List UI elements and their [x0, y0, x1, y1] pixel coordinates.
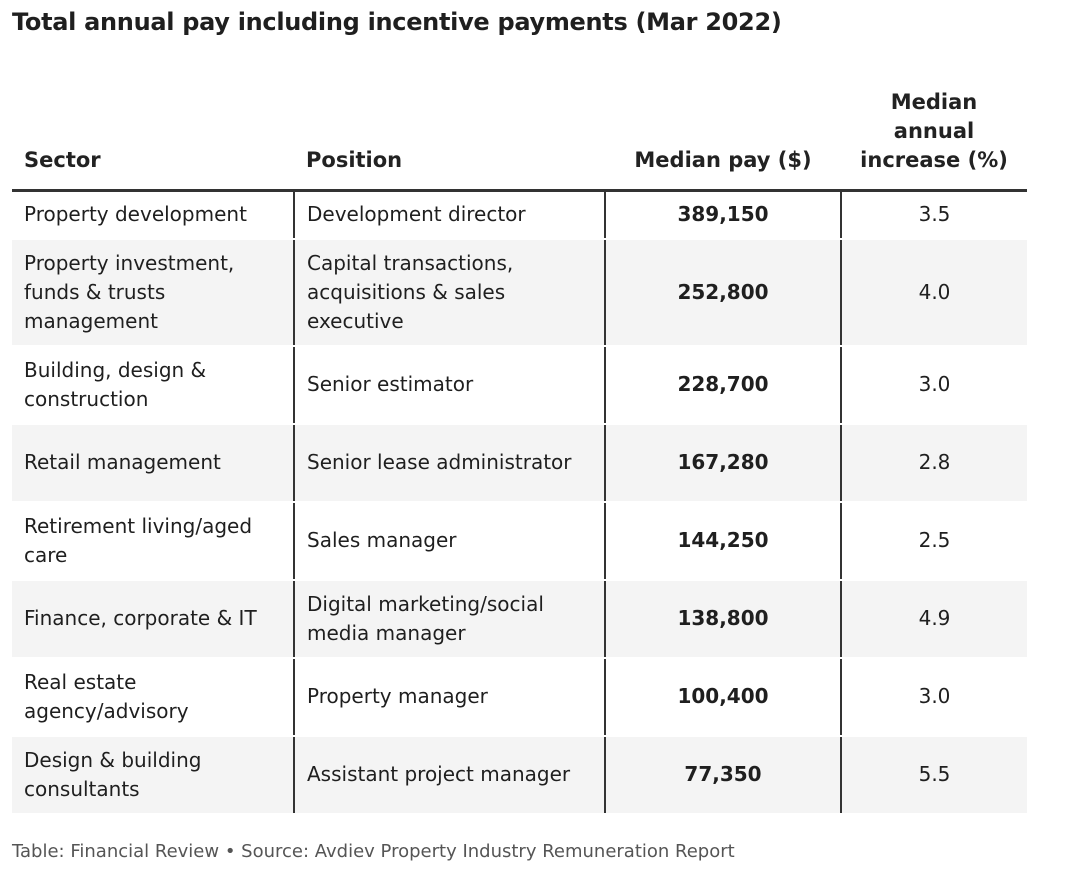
table-row: Building, design & construction Senior es…	[12, 345, 1027, 425]
sector-cell: Property development	[12, 190, 294, 240]
median-increase-cell: 2.8	[840, 423, 1027, 503]
median-pay-cell: 77,350	[604, 735, 841, 815]
column-header-position: Position	[294, 88, 605, 192]
sector-cell: Real estate agency/advisory	[12, 657, 294, 737]
median-pay-cell: 100,400	[604, 657, 841, 737]
sector-cell: Retail management	[12, 423, 294, 503]
sector-cell: Design & building consultants	[12, 735, 294, 815]
sector-cell: Retirement living/aged care	[12, 501, 294, 581]
position-cell: Property manager	[293, 657, 605, 737]
position-cell: Development director	[293, 190, 605, 240]
table-row: Property investment, funds & trusts mana…	[12, 238, 1027, 347]
median-increase-cell: 4.0	[840, 238, 1027, 347]
table-title: Total annual pay including incentive pay…	[12, 8, 782, 36]
table-row: Real estate agency/advisory Property mana…	[12, 657, 1027, 737]
sector-cell: Property investment, funds & trusts mana…	[12, 238, 294, 347]
position-cell: Digital marketing/social media manager	[293, 579, 605, 659]
table-row: Property development Development director…	[12, 190, 1027, 240]
median-pay-cell: 389,150	[604, 190, 841, 240]
sector-cell: Finance, corporate & IT	[12, 579, 294, 659]
table-row: Design & building consultants Assistant p…	[12, 735, 1027, 815]
median-pay-cell: 167,280	[604, 423, 841, 503]
column-header-sector: Sector	[12, 88, 294, 192]
position-cell: Senior estimator	[293, 345, 605, 425]
sector-cell: Building, design & construction	[12, 345, 294, 425]
median-pay-cell: 228,700	[604, 345, 841, 425]
column-header-median-pay: Median pay ($)	[605, 88, 841, 192]
position-cell: Capital transactions, acquisitions & sal…	[293, 238, 605, 347]
median-pay-cell: 138,800	[604, 579, 841, 659]
position-cell: Sales manager	[293, 501, 605, 581]
median-increase-cell: 3.5	[840, 190, 1027, 240]
median-increase-cell: 5.5	[840, 735, 1027, 815]
table-body: Property development Development director…	[12, 190, 1027, 815]
median-increase-cell: 2.5	[840, 501, 1027, 581]
pay-table: Sector Position Median pay ($) Median an…	[12, 88, 1027, 815]
table-row: Retirement living/aged care Sales manager…	[12, 501, 1027, 581]
median-increase-cell: 4.9	[840, 579, 1027, 659]
median-pay-cell: 144,250	[604, 501, 841, 581]
table-row: Retail management Senior lease administra…	[12, 423, 1027, 503]
header-row: Sector Position Median pay ($) Median an…	[12, 88, 1027, 192]
position-cell: Assistant project manager	[293, 735, 605, 815]
source-note: Table: Financial Review • Source: Avdiev…	[12, 841, 735, 862]
table-row: Finance, corporate & IT Digital marketing…	[12, 579, 1027, 659]
position-cell: Senior lease administrator	[293, 423, 605, 503]
median-increase-cell: 3.0	[840, 657, 1027, 737]
median-increase-cell: 3.0	[840, 345, 1027, 425]
median-pay-cell: 252,800	[604, 238, 841, 347]
column-header-median-increase: Median annual increase (%)	[841, 88, 1027, 192]
